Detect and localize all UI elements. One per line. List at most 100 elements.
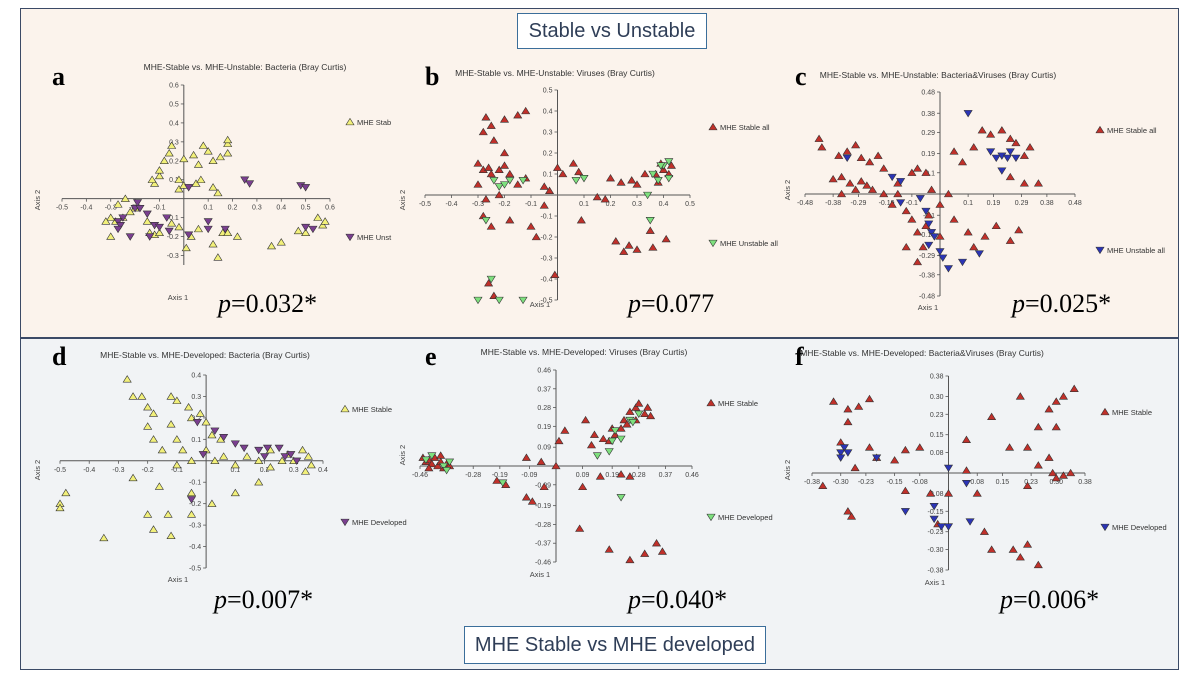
data-point xyxy=(486,169,496,178)
legend-label: MHE Unstable all xyxy=(720,239,778,248)
data-point xyxy=(198,141,208,149)
data-point xyxy=(643,403,653,411)
y-tick-label: -0.23 xyxy=(928,529,944,536)
data-point xyxy=(137,392,147,400)
x-tick-label: -0.1 xyxy=(153,205,165,212)
x-tick-label: -0.15 xyxy=(887,479,903,486)
p-value-number: =0.025* xyxy=(1025,289,1111,318)
legend-label: MHE Stable xyxy=(352,405,392,414)
data-point xyxy=(439,462,449,471)
legend-label: MHE Unstable all xyxy=(1107,246,1165,255)
data-point xyxy=(427,459,437,468)
data-point xyxy=(1051,422,1061,431)
x-tick-label: 0.5 xyxy=(301,205,311,212)
data-point xyxy=(498,479,508,487)
data-point xyxy=(851,185,861,193)
data-point xyxy=(181,243,191,252)
legend-marker xyxy=(1095,246,1105,255)
data-point xyxy=(266,241,277,250)
data-point xyxy=(648,170,658,179)
data-point xyxy=(600,195,610,203)
data-point xyxy=(1033,560,1043,569)
y-tick-label: -0.3 xyxy=(540,256,552,263)
data-point xyxy=(972,489,982,497)
data-point xyxy=(632,180,642,188)
y-tick-label: -0.2 xyxy=(189,501,201,508)
data-point xyxy=(640,409,650,418)
x-tick-label: 0.28 xyxy=(632,472,646,479)
y-tick-label: 0.3 xyxy=(191,394,201,401)
y-tick-label: -0.1 xyxy=(167,215,179,222)
data-point xyxy=(949,147,959,155)
data-point xyxy=(1069,384,1079,392)
data-point xyxy=(220,225,230,234)
data-point xyxy=(856,177,866,185)
x-tick-label: -0.38 xyxy=(825,200,841,207)
legend-marker xyxy=(708,239,718,248)
data-point xyxy=(592,452,602,460)
legend-label: MHE Stable xyxy=(1112,408,1152,417)
data-point xyxy=(980,232,990,240)
data-point xyxy=(179,154,189,163)
x-tick-label: 0.3 xyxy=(252,205,262,212)
data-point xyxy=(619,247,629,255)
series-mhe-stab xyxy=(101,135,330,261)
y-tick-label: 0.5 xyxy=(169,101,179,108)
p-value: p=0.006* xyxy=(998,585,1099,614)
data-point xyxy=(143,422,153,430)
x-tick-label: 0.1 xyxy=(230,467,240,474)
data-point xyxy=(125,233,135,241)
x-tick-label: 0.08 xyxy=(970,479,984,486)
data-point xyxy=(936,523,946,531)
y-tick-label: 0.30 xyxy=(930,394,944,401)
data-point xyxy=(113,225,123,234)
data-point xyxy=(1051,473,1061,482)
data-point xyxy=(208,239,218,248)
p-value-number: =0.007* xyxy=(227,585,313,614)
legend-marker xyxy=(1095,125,1105,134)
data-point xyxy=(1022,540,1033,548)
data-point xyxy=(505,169,515,178)
data-point xyxy=(210,427,220,435)
data-point xyxy=(865,157,875,166)
x-tick-label: -0.1 xyxy=(171,467,183,474)
data-point xyxy=(907,215,917,223)
x-axis-label: Axis 1 xyxy=(168,293,188,302)
y-tick-label: 0.37 xyxy=(537,386,551,393)
x-axis-label: Axis 1 xyxy=(168,575,188,584)
data-point xyxy=(486,275,496,284)
data-point xyxy=(481,195,491,203)
data-point xyxy=(154,482,164,490)
data-point xyxy=(489,136,499,144)
data-point xyxy=(223,135,233,144)
data-point xyxy=(427,452,437,460)
x-tick-label: 0.4 xyxy=(318,467,328,474)
y-tick-label: -0.5 xyxy=(189,566,201,573)
data-point xyxy=(166,531,176,540)
y-tick-label: 0.3 xyxy=(169,139,179,146)
series-mhe-developed xyxy=(836,444,975,531)
data-point xyxy=(303,452,313,460)
data-point xyxy=(935,232,945,240)
data-point xyxy=(1066,468,1076,477)
panel-letter: d xyxy=(52,342,67,371)
data-point xyxy=(113,218,123,226)
data-point xyxy=(837,189,847,198)
data-point xyxy=(1005,148,1015,156)
data-point xyxy=(854,402,864,410)
data-point xyxy=(521,106,531,115)
data-point xyxy=(558,169,568,178)
panel-letter: e xyxy=(425,342,437,371)
x-tick-label: -0.2 xyxy=(142,467,154,474)
series-mhe-stable-all xyxy=(473,106,676,299)
y-tick-label: -0.19 xyxy=(535,503,551,510)
section-label-stable-vs-developed: MHE Stable vs MHE developed xyxy=(464,626,766,664)
y-tick-label: -0.38 xyxy=(928,568,944,575)
data-point xyxy=(148,409,159,417)
x-tick-label: 0.09 xyxy=(576,472,590,479)
x-tick-label: 0.1 xyxy=(963,200,973,207)
data-point xyxy=(607,437,617,446)
data-point xyxy=(142,217,152,225)
y-tick-label: 0.4 xyxy=(543,109,553,116)
x-axis-label: Axis 1 xyxy=(925,578,945,587)
